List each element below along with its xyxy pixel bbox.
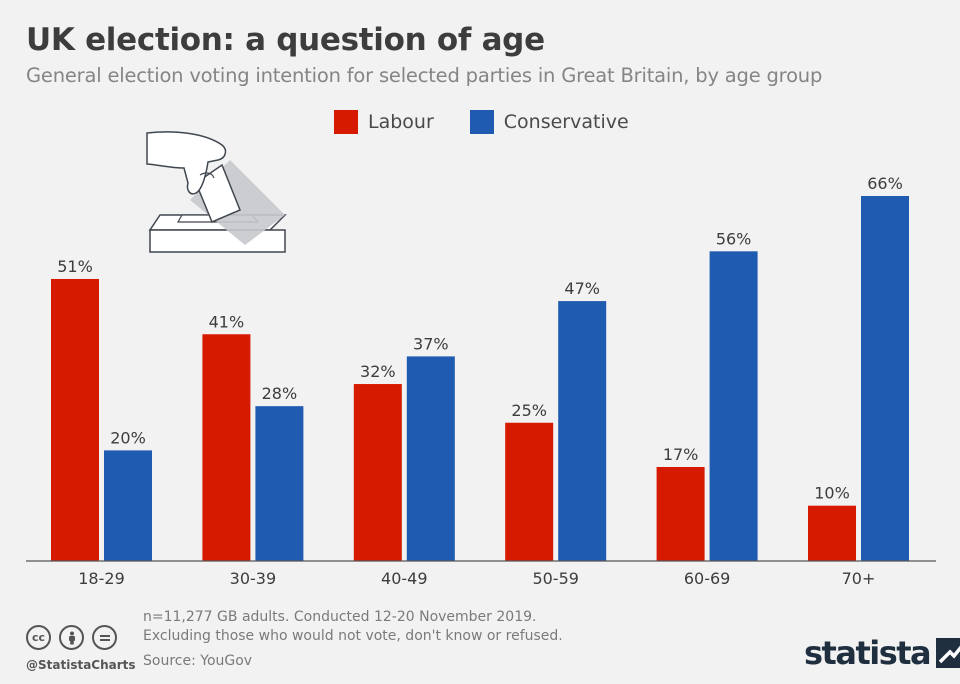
bar-labour-18-29	[51, 278, 99, 561]
data-label-conservative-50-59: 47%	[564, 279, 600, 298]
data-label-conservative-18-29: 20%	[110, 428, 146, 447]
legend-swatch-conservative	[469, 110, 494, 134]
bar-conservative-50-59	[558, 301, 607, 561]
legend-swatch-labour	[334, 110, 358, 134]
attribution-icon	[59, 625, 84, 650]
bar-labour-40-49	[353, 384, 402, 561]
cc-icon: cc	[26, 625, 51, 650]
category-labels: 18-29 30-39 40-49 50-59 60-69 70+	[78, 569, 875, 588]
bar-labour-50-59	[505, 422, 554, 561]
legend-label-labour: Labour	[368, 111, 434, 133]
chart-title: UK election: a question of age	[26, 22, 545, 58]
bar-conservative-60-69	[709, 251, 758, 561]
data-label-labour-60-69: 17%	[663, 445, 699, 464]
category-label-50-59: 50-59	[532, 569, 579, 588]
license-icons: cc	[26, 625, 125, 650]
bar-conservative-40-49	[406, 356, 455, 561]
bar-labour-70+	[808, 505, 856, 561]
category-label-30-39: 30-39	[230, 569, 277, 588]
note-line-2: Excluding those who would not vote, don'…	[143, 628, 563, 644]
bar-labour-60-69	[656, 466, 705, 561]
bar-conservative-70+	[861, 196, 909, 561]
data-label-conservative-70+: 66%	[867, 174, 903, 193]
ballot-box-icon	[146, 131, 287, 253]
data-label-labour-30-39: 41%	[209, 312, 245, 331]
data-label-labour-50-59: 25%	[511, 401, 547, 420]
footer-notes: n=11,277 GB adults. Conducted 12-20 Nove…	[143, 608, 563, 646]
statista-handle: @StatistaCharts	[26, 658, 136, 672]
note-line-1: n=11,277 GB adults. Conducted 12-20 Nove…	[143, 609, 537, 625]
bar-labour-30-39	[202, 334, 251, 561]
bar-conservative-18-29	[104, 450, 152, 561]
source-text: Source: YouGov	[143, 653, 253, 669]
data-label-labour-70+: 10%	[814, 484, 850, 503]
statista-logo-text: statista	[804, 634, 932, 672]
no-derivatives-icon	[92, 625, 117, 650]
legend-item-labour: Labour	[334, 110, 434, 134]
data-label-labour-40-49: 32%	[360, 362, 396, 381]
statista-logo: statista	[804, 634, 960, 672]
statista-logo-mark-icon	[936, 638, 960, 668]
legend-label-conservative: Conservative	[503, 111, 629, 133]
data-label-conservative-30-39: 28%	[262, 384, 298, 403]
bars-group: 51% 20% 41% 28% 32% 37% 25% 47% 17% 56% 10% 66%	[51, 174, 909, 561]
category-label-18-29: 18-29	[78, 569, 125, 588]
category-label-40-49: 40-49	[381, 569, 428, 588]
data-label-conservative-60-69: 56%	[716, 229, 752, 248]
legend-item-conservative: Conservative	[469, 110, 629, 134]
category-label-70+: 70+	[842, 569, 876, 588]
legend: Labour Conservative	[334, 110, 665, 134]
data-label-conservative-40-49: 37%	[413, 334, 449, 353]
data-label-labour-18-29: 51%	[57, 257, 93, 276]
bar-conservative-30-39	[255, 406, 304, 561]
category-label-60-69: 60-69	[684, 569, 731, 588]
chart-subtitle: General election voting intention for se…	[26, 64, 823, 87]
